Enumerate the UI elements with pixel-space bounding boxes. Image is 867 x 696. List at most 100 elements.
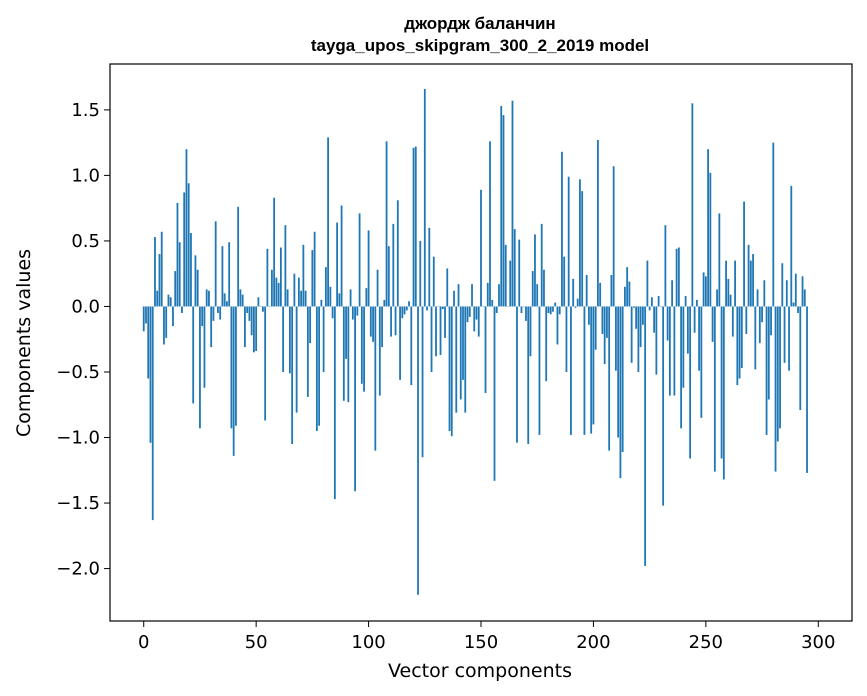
bar — [536, 284, 539, 307]
bar — [684, 295, 687, 307]
bar — [439, 306, 442, 355]
bar — [520, 306, 523, 314]
bar — [707, 149, 709, 307]
bar — [367, 230, 370, 307]
bar — [230, 306, 233, 429]
bar — [392, 223, 395, 307]
bar — [226, 301, 228, 307]
bar — [763, 280, 766, 307]
bar — [790, 185, 793, 307]
bar — [513, 229, 516, 307]
bar — [446, 268, 449, 307]
y-tick-label: −1.0 — [56, 428, 100, 449]
bar — [196, 269, 199, 307]
bar — [718, 213, 721, 307]
bar — [244, 306, 246, 348]
bar — [235, 306, 237, 426]
y-tick-label: 1.0 — [71, 165, 100, 186]
bar — [590, 306, 593, 434]
bar — [788, 306, 790, 371]
bar — [408, 301, 410, 307]
bar — [419, 240, 422, 307]
bar — [716, 289, 718, 307]
bar — [340, 205, 343, 307]
bar — [194, 255, 197, 307]
bar — [722, 306, 725, 480]
bar — [151, 306, 154, 521]
bar — [297, 277, 300, 307]
bar — [545, 306, 548, 382]
bar — [624, 286, 626, 307]
bar — [729, 294, 732, 307]
bar — [270, 269, 273, 307]
bar — [428, 227, 431, 307]
bar — [390, 306, 392, 337]
bar — [399, 306, 401, 380]
bar — [284, 225, 287, 307]
bar — [358, 213, 361, 307]
bar — [412, 147, 415, 307]
bar — [160, 231, 163, 307]
bar — [776, 306, 779, 442]
bar — [217, 306, 219, 314]
bar — [142, 306, 145, 332]
bar — [163, 306, 165, 345]
bar — [403, 306, 406, 315]
bar — [540, 223, 543, 307]
bar — [529, 306, 532, 357]
bar — [201, 306, 204, 327]
bar — [282, 306, 285, 372]
bar — [785, 280, 788, 307]
bar — [295, 306, 298, 413]
y-tick-label: −0.5 — [56, 362, 100, 383]
y-tick-label: 0.5 — [71, 231, 100, 252]
bar — [322, 306, 325, 372]
bar — [493, 306, 496, 481]
bar — [156, 290, 159, 307]
bar — [145, 306, 147, 324]
bar — [311, 250, 314, 307]
bar — [448, 306, 451, 431]
chart-subtitle: tayga_upos_skipgram_300_2_2019 model — [311, 36, 649, 55]
bar — [498, 284, 500, 307]
bar — [511, 100, 514, 307]
bar — [203, 306, 206, 388]
bar — [250, 306, 253, 336]
bar — [680, 306, 683, 429]
bar — [372, 306, 374, 342]
bar — [626, 267, 629, 307]
bar — [518, 239, 521, 307]
bar — [662, 306, 665, 506]
bar — [318, 306, 321, 426]
bar — [158, 254, 161, 307]
bar — [187, 183, 190, 307]
bar — [677, 247, 680, 307]
bar — [601, 306, 604, 334]
y-tick-label: 1.5 — [71, 100, 100, 121]
bar — [264, 306, 267, 421]
bar — [702, 272, 705, 307]
bar — [486, 282, 489, 307]
bar — [668, 306, 671, 396]
bar — [342, 306, 345, 401]
bar — [713, 306, 716, 472]
bar — [336, 222, 338, 307]
bar — [192, 306, 195, 404]
bar — [181, 306, 183, 314]
bar — [711, 306, 714, 342]
bar — [178, 242, 181, 307]
bar — [774, 306, 777, 472]
bar — [799, 306, 802, 410]
bar — [423, 88, 426, 307]
bar — [576, 298, 579, 307]
bar — [639, 306, 642, 348]
bar — [363, 306, 365, 392]
bar — [369, 306, 372, 337]
bar — [495, 306, 498, 314]
bar — [563, 256, 566, 307]
bar — [300, 290, 303, 307]
bar — [500, 105, 503, 307]
bar — [673, 306, 676, 396]
bar — [736, 306, 739, 386]
bar — [574, 306, 577, 308]
